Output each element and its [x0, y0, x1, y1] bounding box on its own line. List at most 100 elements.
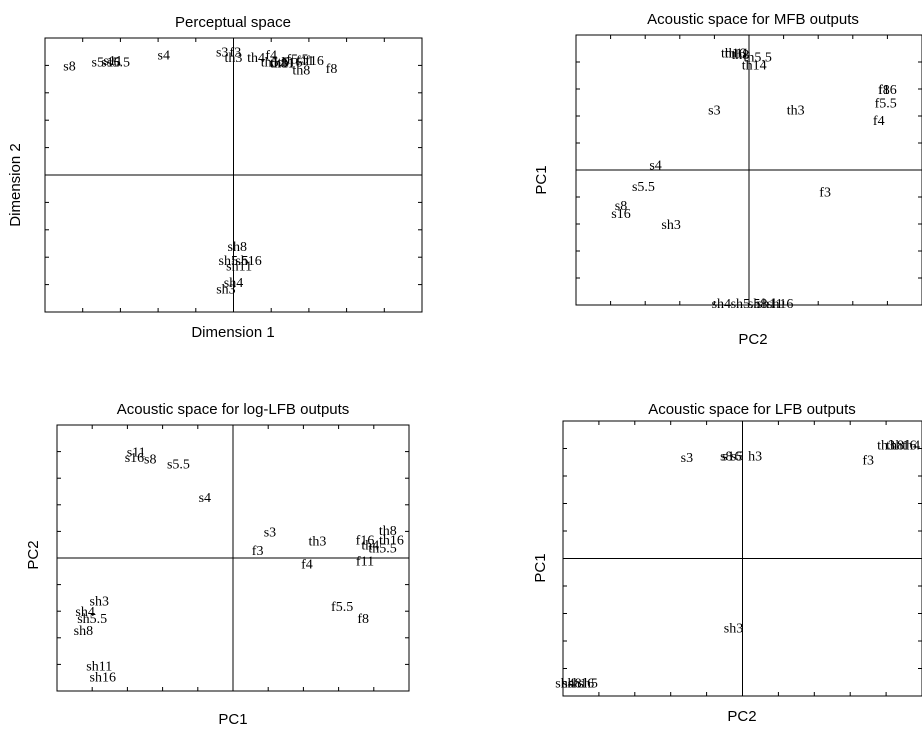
point-label: s8: [63, 59, 75, 74]
point-label: sh16: [235, 254, 261, 269]
point-label: s4: [649, 159, 661, 174]
point-label: f8: [878, 83, 890, 98]
panel-title: Perceptual space: [175, 14, 291, 31]
point-label: sh16: [767, 297, 793, 312]
point-label: th16: [278, 55, 303, 70]
point-label: f11: [296, 54, 314, 69]
point-label: th8: [270, 57, 288, 72]
y-axis-label: PC1: [532, 553, 549, 582]
point-label: s5: [731, 449, 743, 464]
point-label: sh11: [226, 259, 252, 274]
panel-title: Acoustic space for MFB outputs: [647, 11, 859, 28]
point-label: th16: [379, 533, 404, 548]
y-axis-label: PC2: [25, 540, 42, 569]
point-label: th5.5: [743, 51, 771, 66]
point-label: s8: [144, 452, 156, 467]
point-label: sh4: [224, 276, 243, 291]
point-label: f16: [356, 533, 375, 548]
point-label: s16: [125, 451, 144, 466]
point-label: th3: [225, 51, 243, 66]
point-label: s3: [264, 525, 276, 540]
point-label: f4: [265, 48, 277, 63]
point-label: s3: [681, 451, 693, 466]
point-label: s5.5: [107, 55, 130, 70]
y-axis-label: Dimension 2: [7, 143, 24, 226]
point-label: th5.5: [261, 55, 289, 70]
point-label: s16: [722, 449, 741, 464]
point-label: s8: [720, 449, 732, 464]
point-label: th14: [742, 59, 767, 74]
x-axis-label: PC2: [727, 708, 756, 725]
point-label: s3: [216, 46, 228, 61]
point-label: s16: [101, 55, 120, 70]
x-axis-label: PC1: [218, 711, 247, 728]
point-label: th8: [731, 48, 749, 63]
point-label: th16: [892, 438, 917, 453]
point-label: sh11: [757, 297, 783, 312]
point-label: sh4: [75, 605, 94, 620]
point-label: th5.5: [368, 541, 396, 556]
point-label: s4: [199, 491, 211, 506]
point-label: th3: [877, 438, 895, 453]
point-label: th4: [361, 539, 379, 554]
point-label: f4: [301, 557, 313, 572]
point-label: th16: [721, 47, 746, 62]
point-label: sh5.5: [731, 297, 761, 312]
point-label: s16: [611, 207, 630, 222]
point-label: s5.5: [632, 180, 655, 195]
point-label: sh3: [724, 621, 743, 636]
panel-log-lfb-outputs: Acoustic space for log-LFB outputs PC1 P…: [25, 401, 410, 728]
point-label: s5: [92, 55, 104, 70]
point-label: f8: [357, 612, 369, 627]
point-label: sh3: [90, 595, 109, 610]
point-label: h3: [748, 449, 762, 464]
point-label: f5.5: [875, 97, 897, 112]
point-label: s3: [708, 103, 720, 118]
point-label: s11: [127, 446, 146, 461]
point-label: sh5.5: [77, 612, 107, 627]
point-label: f16: [878, 83, 897, 98]
point-label: th3: [309, 535, 327, 550]
point-label: sh5: [578, 676, 597, 691]
point-label: th3: [787, 103, 805, 118]
point-label: f5.5: [331, 600, 353, 615]
point-label: sh5.5: [219, 254, 249, 269]
panel-title: Acoustic space for LFB outputs: [648, 401, 856, 418]
panel-mfb-outputs: Acoustic space for MFB outputs PC2 PC1 t…: [533, 11, 922, 348]
point-label: th8: [379, 524, 397, 539]
point-label: sh8: [74, 624, 93, 639]
point-label: sh8: [228, 240, 247, 255]
point-label: f3: [819, 186, 831, 201]
point-label: sh16: [90, 670, 116, 685]
point-label: th4: [902, 438, 920, 453]
panel-perceptual-space: Perceptual space Dimension 1 Dimension 2…: [7, 14, 423, 341]
point-label: sh4: [712, 297, 731, 312]
point-label: sh3: [216, 283, 235, 298]
point-label: sh8: [748, 297, 767, 312]
panel-lfb-outputs: Acoustic space for LFB outputs PC2 PC1 s…: [532, 401, 922, 725]
point-label: th8: [292, 64, 310, 79]
point-label: f3: [230, 46, 242, 61]
point-label: f8: [326, 62, 338, 77]
point-label: sh4: [555, 676, 574, 691]
point-label: sh11: [86, 660, 112, 675]
point-label: f3: [252, 544, 264, 559]
panel-title: Acoustic space for log-LFB outputs: [117, 401, 350, 418]
point-label: s4: [158, 48, 170, 63]
point-label: s8: [615, 199, 627, 214]
x-axis-label: PC2: [738, 331, 767, 348]
x-axis-label: Dimension 1: [191, 324, 274, 341]
point-label: f11: [356, 555, 374, 570]
point-label: sh3: [661, 218, 680, 233]
point-label: f4: [873, 114, 885, 129]
point-label: f16: [305, 54, 324, 69]
point-label: sh16: [568, 676, 594, 691]
point-label: th4: [247, 51, 265, 66]
point-label: th8: [886, 438, 904, 453]
y-axis-label: PC1: [533, 165, 550, 194]
